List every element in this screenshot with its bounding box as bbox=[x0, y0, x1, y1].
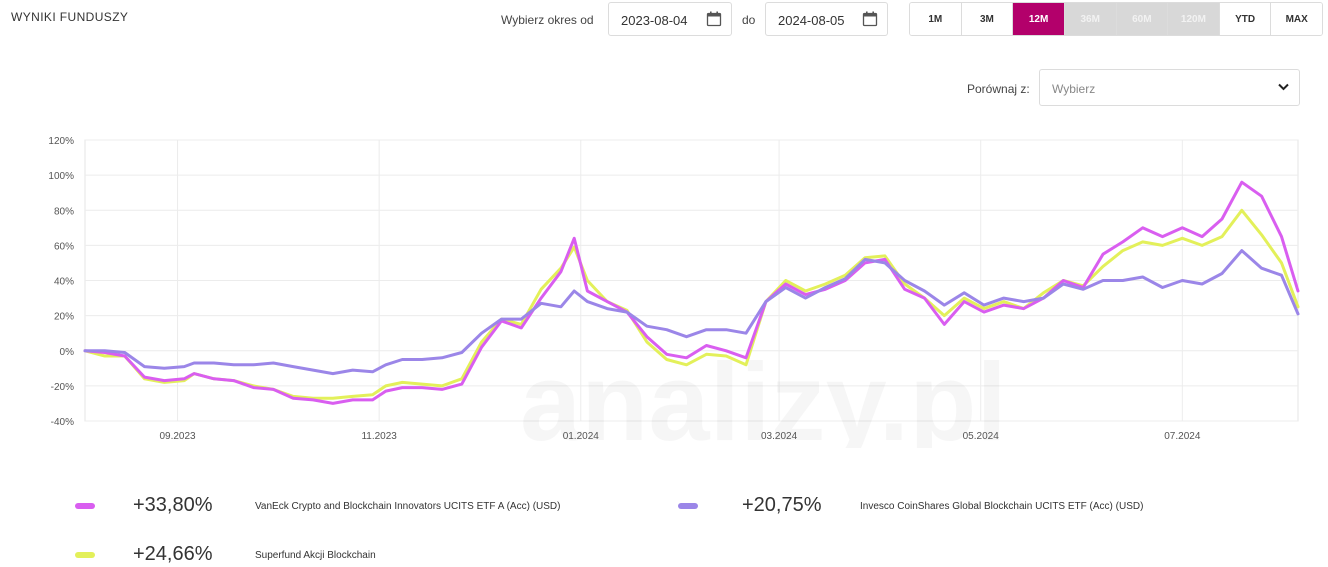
compare-label: Porównaj z: bbox=[967, 82, 1030, 96]
calendar-icon[interactable] bbox=[706, 11, 722, 27]
legend-value: +20,75% bbox=[742, 494, 822, 516]
compare-select[interactable]: Wybierz bbox=[1039, 69, 1300, 106]
legend-swatch bbox=[75, 503, 95, 509]
series-line-2[interactable] bbox=[83, 249, 1300, 376]
legend-value: +24,66% bbox=[133, 543, 213, 565]
period-max-button[interactable]: MAX bbox=[1271, 3, 1322, 35]
legend-swatch bbox=[75, 552, 95, 558]
y-tick-label: 80% bbox=[54, 206, 74, 217]
date-from-input[interactable]: 2023-08-04 bbox=[608, 2, 732, 36]
period-12m-button[interactable]: 12M bbox=[1013, 3, 1065, 35]
compare-select-value: Wybierz bbox=[1052, 82, 1096, 96]
fund-performance-chart: analizy.pl 120%100%80%60%40%20%0%-20%-40… bbox=[48, 136, 1300, 442]
period-1m-button[interactable]: 1M bbox=[910, 3, 962, 35]
range-from-label: Wybierz okres od bbox=[501, 13, 594, 27]
y-tick-label: -40% bbox=[51, 417, 74, 428]
x-tick-label: 01.2024 bbox=[563, 431, 600, 442]
period-selector: 1M 3M 12M 36M 60M 120M YTD MAX bbox=[909, 2, 1323, 36]
y-tick-label: 60% bbox=[54, 241, 74, 252]
y-tick-label: 0% bbox=[60, 347, 75, 358]
x-tick-label: 05.2024 bbox=[963, 431, 1000, 442]
chart-grid bbox=[84, 139, 1299, 422]
x-tick-label: 07.2024 bbox=[1164, 431, 1201, 442]
period-36m-button: 36M bbox=[1064, 3, 1117, 35]
chevron-down-icon bbox=[1278, 83, 1289, 91]
y-tick-label: -20% bbox=[51, 382, 74, 393]
legend-value: +33,80% bbox=[133, 494, 213, 516]
legend-name: VanEck Crypto and Blockchain Innovators … bbox=[255, 501, 561, 512]
period-3m-button[interactable]: 3M bbox=[961, 3, 1014, 35]
date-to-value: 2024-08-05 bbox=[778, 13, 845, 28]
chart-series bbox=[83, 180, 1300, 405]
chart-axes: 120% 100% 80% 60% 40% 20% 0% -20% -40% 09.2023 11.… bbox=[48, 136, 1200, 442]
page-title: WYNIKI FUNDUSZY bbox=[11, 10, 129, 24]
period-ytd-button[interactable]: YTD bbox=[1219, 3, 1272, 35]
y-tick-label: 40% bbox=[54, 277, 74, 288]
date-to-input[interactable]: 2024-08-05 bbox=[765, 2, 888, 36]
period-120m-button: 120M bbox=[1168, 3, 1220, 35]
period-60m-button: 60M bbox=[1116, 3, 1169, 35]
y-tick-label: 120% bbox=[48, 136, 74, 147]
y-tick-label: 20% bbox=[54, 312, 74, 323]
legend-swatch bbox=[678, 503, 698, 509]
series-line-1[interactable] bbox=[83, 180, 1300, 405]
x-tick-label: 09.2023 bbox=[159, 431, 196, 442]
legend-name: Invesco CoinShares Global Blockchain UCI… bbox=[860, 501, 1144, 512]
x-tick-label: 03.2024 bbox=[761, 431, 798, 442]
legend-name: Superfund Akcji Blockchain bbox=[255, 550, 376, 561]
y-tick-label: 100% bbox=[48, 171, 74, 182]
range-to-label: do bbox=[742, 13, 756, 27]
x-tick-label: 11.2023 bbox=[361, 431, 397, 442]
date-from-value: 2023-08-04 bbox=[621, 13, 688, 28]
calendar-icon[interactable] bbox=[862, 11, 878, 27]
